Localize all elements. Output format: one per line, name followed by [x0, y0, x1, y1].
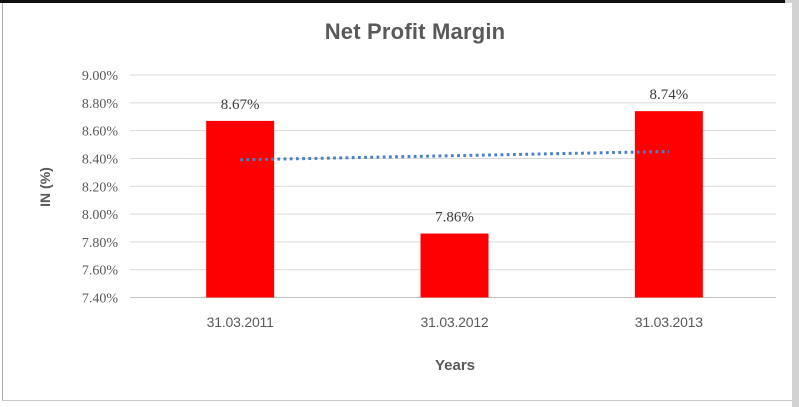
chart-bottom-border	[2, 400, 792, 401]
chart-left-border	[2, 3, 3, 401]
y-tick-label: 7.80%	[82, 236, 119, 251]
y-tick-label: 8.60%	[82, 125, 119, 140]
y-tick-label: 8.20%	[82, 180, 119, 195]
bar[interactable]	[420, 233, 489, 298]
y-tick-label: 8.40%	[82, 152, 119, 167]
bar[interactable]	[206, 120, 275, 298]
y-tick-label: 7.60%	[82, 264, 119, 279]
x-category-label: 31.03.2012	[420, 314, 488, 330]
bar-data-label: 7.86%	[435, 210, 474, 226]
y-tick-label: 8.00%	[82, 208, 119, 223]
bar-data-label: 8.67%	[221, 97, 260, 113]
x-axis-title: Years	[434, 357, 476, 374]
chart-title: Net Profit Margin	[324, 19, 506, 44]
y-tick-label: 8.80%	[82, 97, 119, 112]
x-category-label: 31.03.2011	[207, 314, 274, 330]
bar-data-label: 8.74%	[649, 87, 688, 103]
x-category-label: 31.03.2013	[635, 314, 703, 330]
window-top-edge	[0, 0, 785, 3]
bar[interactable]	[634, 111, 703, 298]
window-right-edge	[792, 0, 799, 407]
y-tick-label: 7.40%	[82, 292, 119, 307]
y-tick-label: 9.00%	[82, 69, 119, 84]
